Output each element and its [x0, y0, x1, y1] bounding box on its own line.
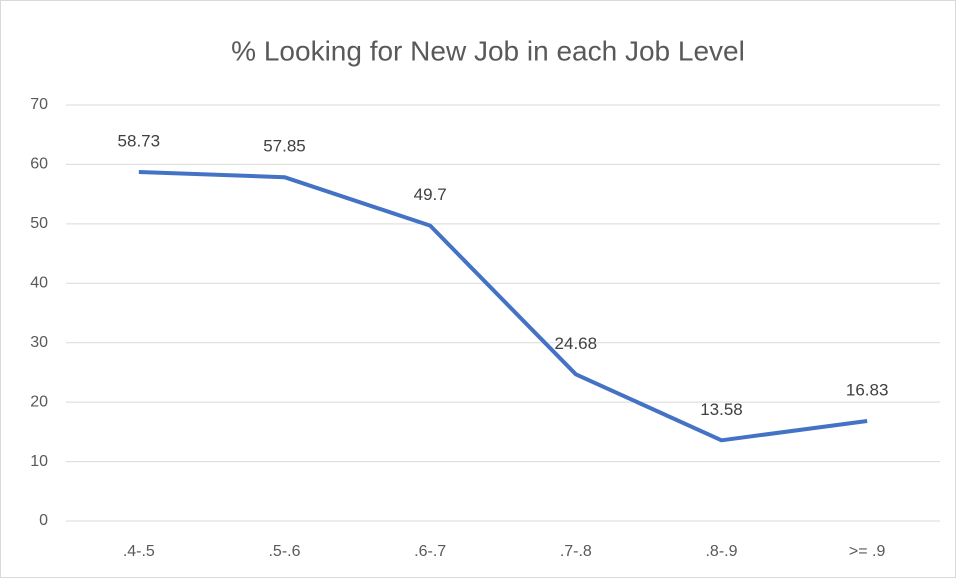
x-tick-label: .8-.9: [705, 543, 737, 560]
data-label: 16.83: [846, 380, 889, 399]
y-tick-label: 10: [30, 453, 48, 470]
data-label: 58.73: [118, 131, 161, 150]
y-tick-label: 40: [30, 275, 48, 292]
y-tick-label: 20: [30, 393, 48, 410]
x-tick-label: .4-.5: [123, 543, 155, 560]
y-tick-label: 30: [30, 334, 48, 351]
y-tick-label: 60: [30, 156, 48, 173]
x-tick-label: >= .9: [849, 543, 886, 560]
data-label: 57.85: [263, 137, 306, 156]
y-tick-label: 0: [39, 512, 48, 529]
data-label: 13.58: [700, 400, 743, 419]
y-tick-label: 70: [30, 96, 48, 113]
chart-title: % Looking for New Job in each Job Level: [231, 35, 745, 66]
y-tick-label: 50: [30, 215, 48, 232]
data-label: 24.68: [555, 334, 598, 353]
data-label: 49.7: [414, 185, 447, 204]
x-tick-label: .7-.8: [560, 543, 592, 560]
x-tick-label: .6-.7: [414, 543, 446, 560]
x-tick-label: .5-.6: [268, 543, 300, 560]
line-series: [138, 169, 868, 443]
